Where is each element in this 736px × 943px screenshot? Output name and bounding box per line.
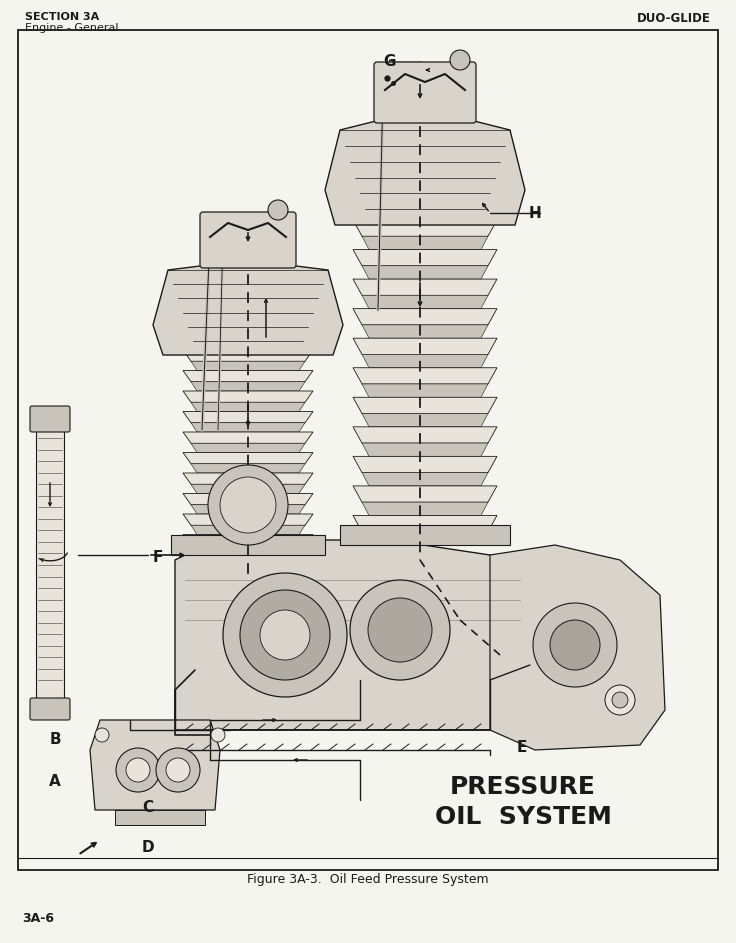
Polygon shape [191, 525, 305, 535]
Polygon shape [490, 545, 665, 750]
Circle shape [208, 465, 288, 545]
FancyBboxPatch shape [30, 406, 70, 432]
Circle shape [126, 758, 150, 782]
Polygon shape [183, 493, 313, 505]
Polygon shape [191, 361, 305, 371]
Text: A: A [49, 774, 61, 789]
Polygon shape [183, 391, 313, 403]
FancyBboxPatch shape [30, 698, 70, 720]
Text: F: F [153, 551, 163, 566]
FancyBboxPatch shape [200, 212, 296, 268]
Bar [18, 30, 718, 870]
Polygon shape [183, 371, 313, 382]
Polygon shape [362, 414, 488, 427]
Polygon shape [362, 384, 488, 397]
Text: B: B [49, 733, 61, 748]
Polygon shape [353, 397, 497, 414]
Circle shape [156, 748, 200, 792]
Polygon shape [353, 250, 497, 266]
Text: DUO-GLIDE: DUO-GLIDE [637, 12, 711, 25]
Circle shape [223, 573, 347, 697]
Polygon shape [191, 464, 305, 473]
Polygon shape [362, 443, 488, 456]
Text: Engine - General: Engine - General [25, 23, 118, 33]
Polygon shape [353, 308, 497, 325]
Polygon shape [353, 220, 497, 237]
Polygon shape [183, 514, 313, 525]
Polygon shape [362, 266, 488, 279]
Polygon shape [362, 503, 488, 516]
Polygon shape [183, 473, 313, 485]
Polygon shape [362, 295, 488, 308]
Circle shape [166, 758, 190, 782]
Circle shape [240, 590, 330, 680]
Text: OIL  SYSTEM: OIL SYSTEM [434, 805, 612, 829]
Polygon shape [90, 720, 220, 810]
Polygon shape [191, 403, 305, 411]
Polygon shape [183, 432, 313, 443]
Text: G: G [383, 55, 396, 70]
Polygon shape [353, 368, 497, 384]
Polygon shape [183, 453, 313, 464]
Text: E: E [517, 740, 527, 755]
Polygon shape [353, 279, 497, 295]
Polygon shape [362, 237, 488, 250]
Polygon shape [183, 411, 313, 422]
Circle shape [350, 580, 450, 680]
Circle shape [95, 728, 109, 742]
Polygon shape [353, 339, 497, 355]
Polygon shape [353, 456, 497, 472]
Polygon shape [191, 443, 305, 453]
Polygon shape [191, 485, 305, 493]
Text: PRESSURE: PRESSURE [450, 775, 596, 799]
Polygon shape [191, 422, 305, 432]
Circle shape [605, 685, 635, 715]
Text: D: D [142, 840, 155, 855]
Text: SECTION 3A: SECTION 3A [25, 12, 99, 22]
Polygon shape [362, 325, 488, 339]
Bar [36, 430, 64, 700]
Circle shape [533, 603, 617, 687]
Polygon shape [183, 350, 313, 361]
Circle shape [211, 728, 225, 742]
Circle shape [368, 598, 432, 662]
Polygon shape [191, 505, 305, 514]
Circle shape [220, 477, 276, 533]
Polygon shape [175, 540, 530, 730]
Circle shape [260, 610, 310, 660]
Bar [115, 810, 205, 825]
Circle shape [116, 748, 160, 792]
Text: 3A-6: 3A-6 [22, 912, 54, 925]
Polygon shape [340, 525, 510, 545]
Polygon shape [171, 535, 325, 555]
Polygon shape [325, 120, 525, 225]
Text: Figure 3A-3.  Oil Feed Pressure System: Figure 3A-3. Oil Feed Pressure System [247, 873, 489, 886]
Polygon shape [191, 382, 305, 391]
Circle shape [550, 620, 600, 670]
Polygon shape [353, 516, 497, 532]
Polygon shape [362, 355, 488, 368]
Polygon shape [153, 265, 343, 355]
Text: C: C [143, 801, 154, 816]
Circle shape [268, 200, 288, 220]
Polygon shape [353, 427, 497, 443]
Text: H: H [528, 206, 542, 221]
Polygon shape [362, 472, 488, 486]
Circle shape [450, 50, 470, 70]
Polygon shape [183, 535, 313, 546]
FancyBboxPatch shape [374, 62, 476, 123]
Circle shape [612, 692, 628, 708]
Polygon shape [353, 486, 497, 503]
